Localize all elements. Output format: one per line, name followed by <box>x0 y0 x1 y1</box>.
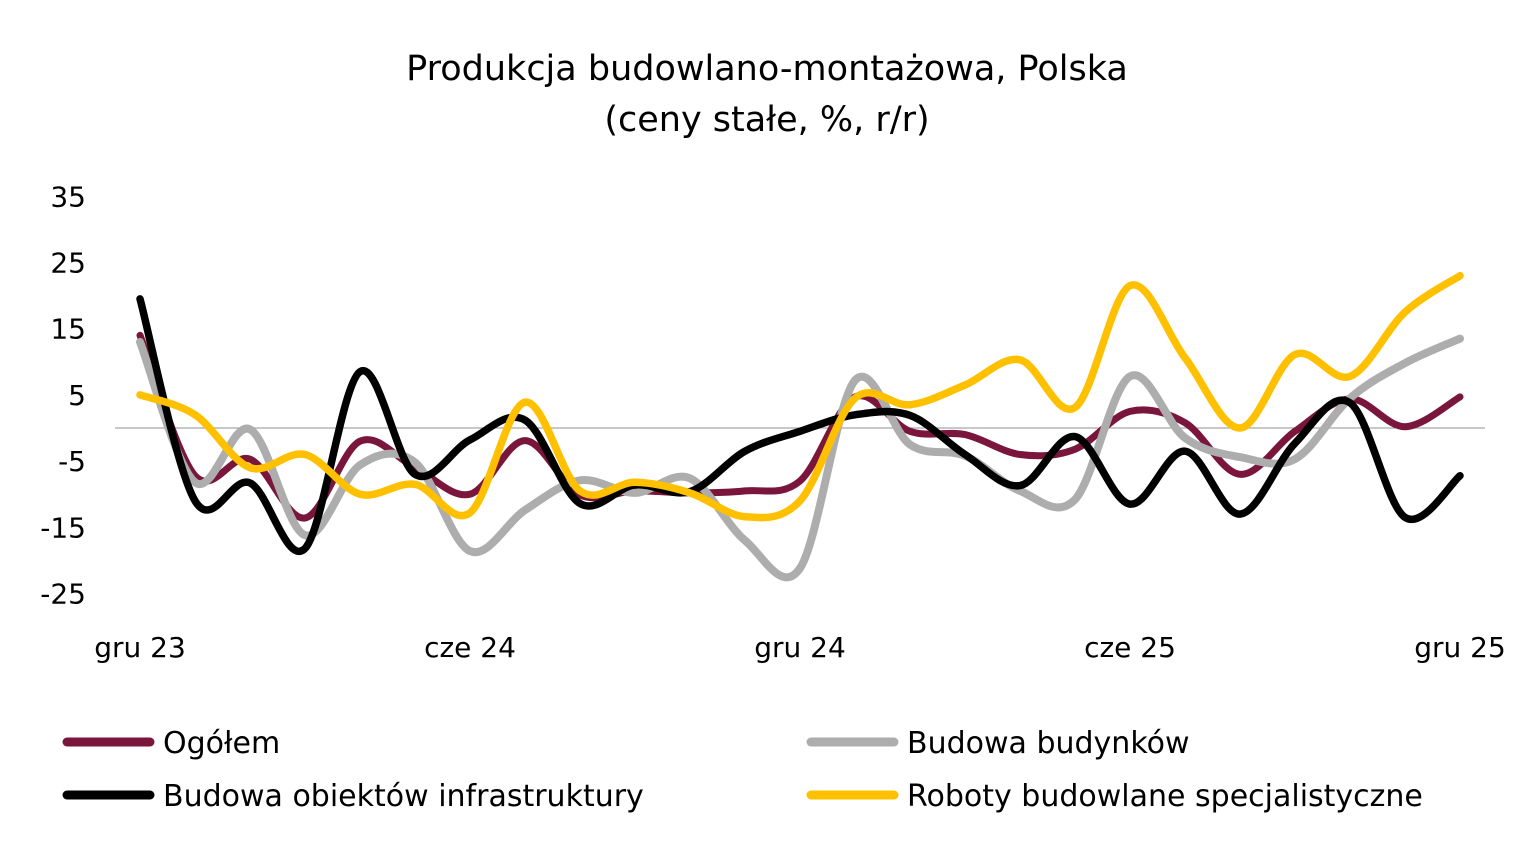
legend-label-ogolem: Ogółem <box>163 726 280 761</box>
legend-item-budowa-obiektow-infrastruktury: Budowa obiektów infrastruktury <box>62 779 644 814</box>
legend-label-roboty-budowlane-specjalistyczne: Roboty budowlane specjalistyczne <box>907 779 1423 814</box>
x-tick-label: cze 25 <box>1084 631 1176 664</box>
x-axis-labels: gru 23 cze 24 gru 24 cze 25 gru 25 <box>94 631 1506 664</box>
x-tick-label: gru 24 <box>754 631 846 664</box>
legend-item-roboty-budowlane-specjalistyczne: Roboty budowlane specjalistyczne <box>806 779 1423 814</box>
chart-title: Produkcja budowlano-montażowa, Polska <box>406 49 1128 89</box>
y-tick-label: 25 <box>50 247 86 280</box>
series-line-roboty-budowlane-specjalistyczne <box>136 271 1464 522</box>
plot-lines <box>136 271 1464 582</box>
series-line-budowa-budynkow <box>136 334 1464 582</box>
y-tick-label: 35 <box>50 180 86 213</box>
y-tick-label: -25 <box>40 578 86 611</box>
y-tick-label: 15 <box>50 313 86 346</box>
y-tick-label: -5 <box>58 445 86 478</box>
legend-item-ogolem: Ogółem <box>62 726 280 761</box>
y-tick-label: -15 <box>40 511 86 544</box>
x-tick-label: gru 25 <box>1414 631 1506 664</box>
y-tick-label: 5 <box>68 379 86 412</box>
legend-item-budowa-budynkow: Budowa budynków <box>806 726 1190 761</box>
x-tick-label: cze 24 <box>424 631 516 664</box>
legend: Ogółem Budowa budynków Budowa obiektów i… <box>62 726 1423 814</box>
series-line-budowa-obiektow-infrastruktury <box>136 295 1464 555</box>
legend-label-budowa-obiektow-infrastruktury: Budowa obiektów infrastruktury <box>163 779 644 814</box>
y-axis-ticks: 35 25 15 5 -5 -15 -25 <box>40 180 86 610</box>
chart-subtitle: (ceny stałe, %, r/r) <box>604 100 929 140</box>
legend-label-budowa-budynkow: Budowa budynków <box>907 726 1190 761</box>
x-tick-label: gru 23 <box>94 631 186 664</box>
